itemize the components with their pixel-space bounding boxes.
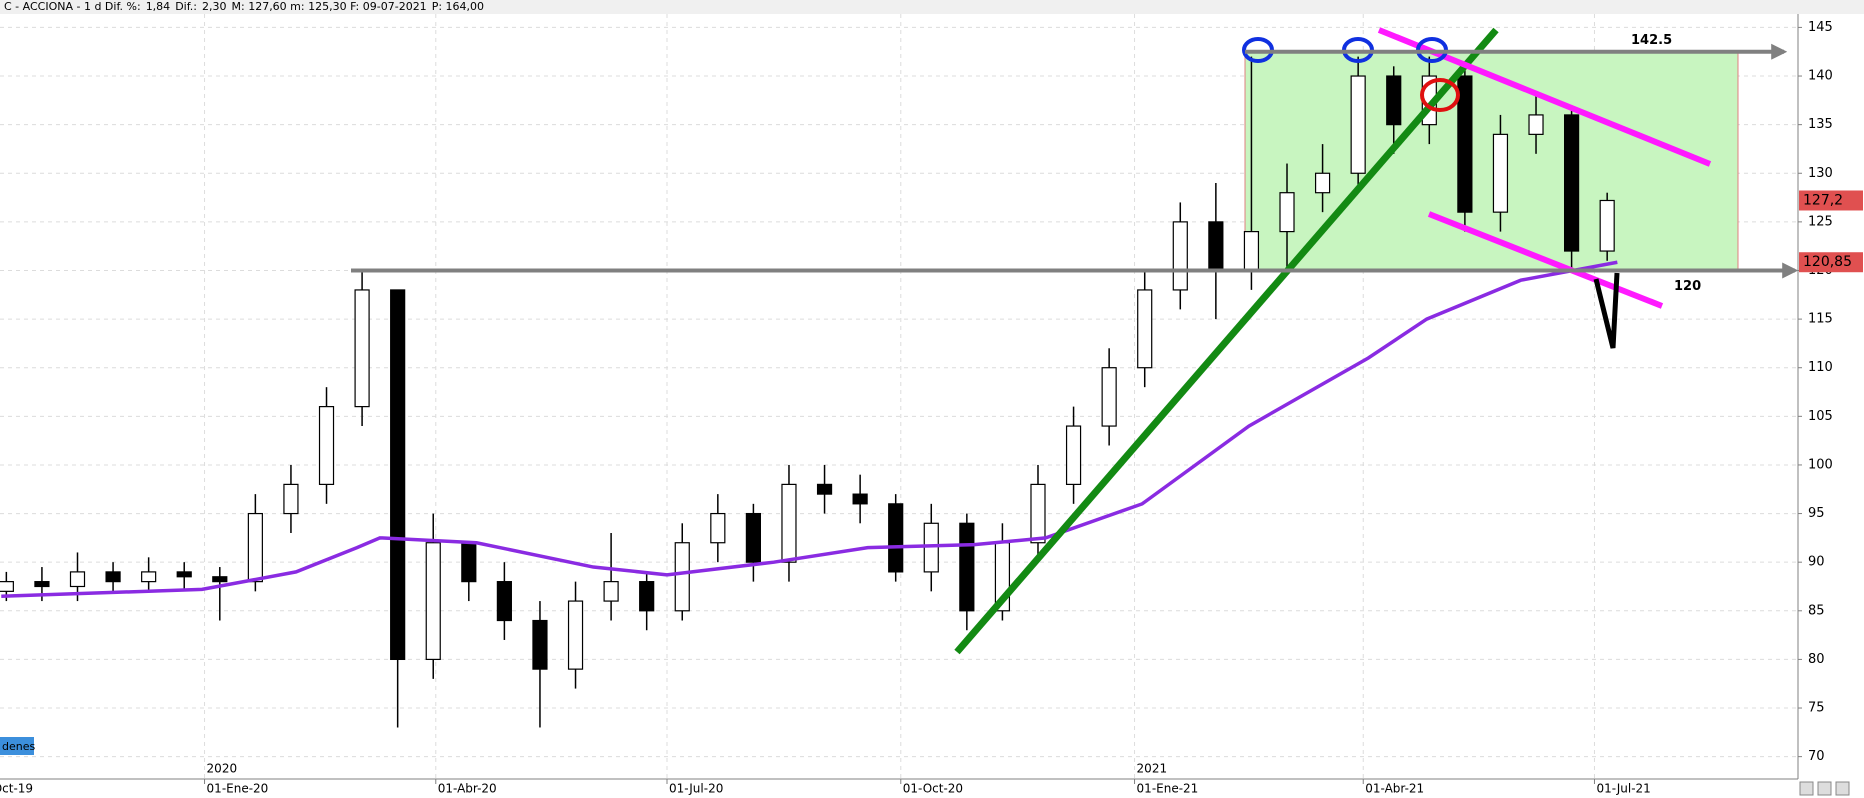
candle-body [212,576,228,583]
y-tick-label: 70 [1808,749,1825,764]
zone [1244,51,1739,271]
candle-body [781,483,797,563]
orders-button-label[interactable]: denes [2,740,35,753]
candle-body [745,512,762,563]
header-text: Dif.: [175,0,197,13]
zone-layer [1244,51,1739,271]
axes: 70 75 80 85 90 95 100 105 110 115 120 125 130 135 140 1… [0,14,1863,796]
trend-line [954,27,1499,655]
y-tick-label: 110 [1808,360,1833,375]
icon[interactable] [1817,781,1832,796]
candle-body [1208,221,1224,272]
header-text: P: 164,00 [432,0,484,13]
candle-body [1457,75,1473,213]
candle-body [1492,133,1509,213]
candle-body [1101,367,1117,427]
x-tick-label: 01-Ene-21 [1137,782,1199,796]
candle-body [141,571,157,583]
price-marker-label: 120,85 [1803,254,1852,270]
candle-body [176,571,192,578]
candle-body [318,406,335,485]
header: C - ACCIONA - 1 d Dif. %: 1,84 Dif.: 2,30 M:… [4,0,484,13]
candle-body [674,542,690,612]
candle-body [1030,483,1046,544]
orders-button[interactable] [0,737,34,755]
icon[interactable] [1835,781,1850,796]
price-marker-label: 127,2 [1803,192,1843,208]
y-tick-label: 90 [1808,555,1825,570]
y-tick-label: 130 [1808,166,1833,181]
x-tick-label: 01-Ene-20 [207,782,269,796]
y-tick-label: 85 [1808,603,1825,618]
price-marker [1799,252,1863,273]
candle-body [34,581,50,588]
y-tick-label: 105 [1808,409,1833,424]
candle-body [959,522,975,612]
x-tick-label: 01-Abr-21 [1365,782,1424,796]
annotations: 142.5 120 [351,27,1798,655]
header-text: C - ACCIONA - 1 d Dif. %: [4,0,141,13]
candle-body [1243,230,1260,272]
candle-body [639,581,655,612]
candle-body [354,289,370,408]
candle-body [1563,114,1580,252]
candle-body [496,581,512,622]
y-tick-label: 100 [1808,457,1833,472]
candle-body [247,512,263,583]
candle-body [816,483,833,495]
y-tick-label: 95 [1808,506,1825,521]
icon[interactable] [1799,781,1814,796]
candle-body [425,542,441,661]
year-label: 2021 [1137,762,1168,776]
y-tick-label: 140 [1808,69,1833,84]
candle-body [0,581,14,592]
candle-body [69,571,86,588]
candle-body [283,483,299,515]
candle-body [710,512,726,544]
candle-body [603,581,619,602]
y-tick-label: 75 [1808,701,1825,716]
candle-body [105,571,121,583]
level-label: 142.5 [1631,33,1672,48]
candle-body [1599,199,1615,252]
header-bar [0,0,1864,14]
candle-body [532,619,548,670]
moving-average [1,260,1618,598]
y-tick-label: 125 [1808,214,1833,229]
header-text: 2,30 [202,0,227,13]
y-tick-label: 145 [1808,20,1833,35]
candle-body [1314,172,1331,194]
x-tick-label: 01-Jul-21 [1596,782,1650,796]
header-text: 1,84 [146,0,171,13]
y-tick-label: 115 [1808,312,1833,327]
candle-body [461,542,477,583]
circle-marker [1420,78,1460,112]
arrow-annotation [1593,272,1620,349]
x-tick-label: 01-Oct-20 [903,782,963,796]
x-tick-label: 01-Jul-20 [669,782,723,796]
candle-body [1137,289,1153,369]
x-tick-label: 01-Oct-19 [0,782,33,796]
year-label: 2020 [207,762,238,776]
plot [0,56,1618,728]
candle-body [852,493,868,505]
header-text: M: 127,60 m: 125,30 F: 09-07-2021 [232,0,427,13]
y-tick-label: 80 [1808,652,1825,667]
channel-line [1427,211,1664,309]
candle-body [1065,425,1082,485]
level-label: 120 [1674,279,1701,294]
candle-body [1279,192,1295,233]
candle-body [567,600,584,670]
candle-body [1172,221,1188,291]
candle-body [1528,114,1544,135]
candle-body [1350,75,1366,174]
price-marker [1799,190,1863,211]
x-tick-label: 01-Abr-20 [438,782,497,796]
candle-body [888,503,904,573]
candle-body [1386,75,1402,126]
candle-body [390,289,406,661]
y-tick-label: 135 [1808,117,1833,132]
